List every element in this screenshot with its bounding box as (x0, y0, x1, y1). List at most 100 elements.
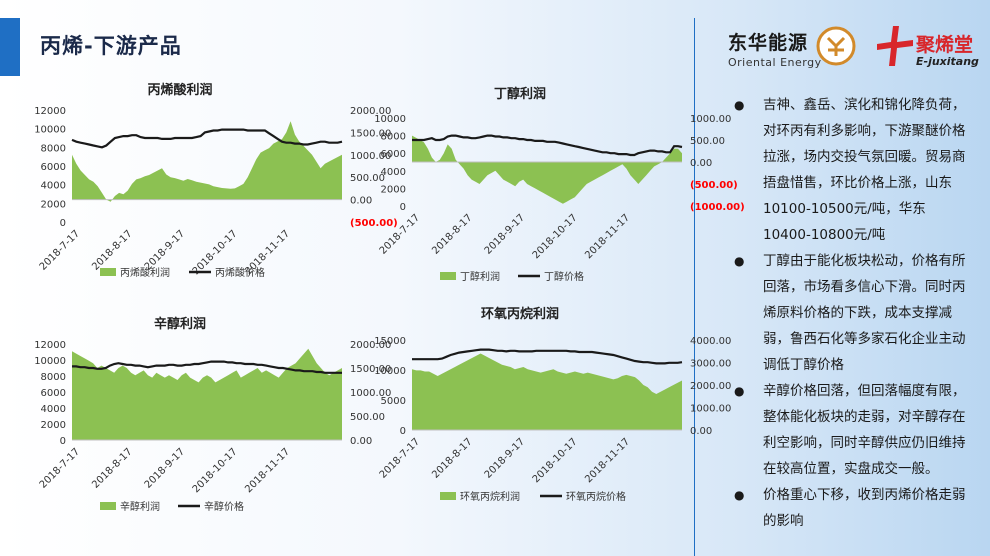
logo-right-en: E-juxitang (916, 55, 979, 68)
y-left-tick-label: 10000 (374, 366, 406, 377)
chart-title: 丁醇利润 (494, 86, 546, 102)
y-left-tick-label: 4000 (381, 167, 406, 178)
chart-title: 丙烯酸利润 (147, 82, 212, 98)
y-left-tick-label: 0 (400, 202, 406, 213)
y-right-tick-label: 500.00 (350, 412, 385, 423)
y-right-tick-label: 0.00 (690, 426, 712, 437)
x-tick-label: 2018-7-17 (378, 212, 422, 256)
y-left-tick-label: 0 (400, 426, 406, 437)
y-left-tick-label: 5000 (381, 396, 406, 407)
title-accent-bar (0, 18, 20, 76)
y-left-tick-label: 8000 (41, 143, 66, 154)
legend-line-label: 环氧丙烷价格 (566, 490, 626, 503)
y-right-tick-label: 1000.00 (350, 151, 391, 162)
y-left-tick-label: 6000 (381, 149, 406, 160)
y-left-tick-label: 12000 (34, 340, 66, 351)
propylene-oxide-profit-chart: 环氧丙烷利润 15000 10000 5000 0 4000.00 3000.00 2000.… (350, 300, 731, 512)
legend-area-label: 环氧丙烷利润 (460, 490, 520, 503)
price-line-series (72, 360, 342, 374)
butanol-profit-chart: 丁醇利润 10000 8000 6000 4000 2000 0 1000.00 500.00 0… (350, 80, 745, 292)
commentary-list: 吉神、鑫岳、滨化和锦化降负荷，对环丙有利多影响，下游聚醚价格拉涨，场内交投气氛回… (728, 92, 973, 534)
legend-area-label: 丙烯酸利润 (120, 266, 170, 279)
y-left-tick-label: 10000 (374, 114, 406, 125)
y-right-tick-label: 2000.00 (350, 106, 391, 117)
legend-line-label: 丙烯酸价格 (215, 266, 265, 279)
y-left-tick-label: 2000 (41, 420, 66, 431)
page-title: 丙烯-下游产品 (40, 34, 182, 58)
profit-area-series (72, 121, 342, 202)
chart-svg: 环氧丙烷利润 15000 10000 5000 0 4000.00 3000.00 2000.… (374, 306, 731, 503)
y-left-tick-label: 8000 (41, 372, 66, 383)
profit-area-series (412, 135, 682, 204)
x-tick-label: 2018-8-17 (430, 436, 474, 480)
x-tick-label: 2018-10-17 (531, 212, 580, 261)
y-left-tick-label: 12000 (34, 106, 66, 117)
y-right-tick-label: 1000.00 (690, 114, 731, 125)
legend-area-swatch (100, 268, 116, 276)
profit-area-series (72, 348, 342, 440)
y-right-tick-label: (500.00) (350, 218, 398, 229)
y-right-tick-label: (500.00) (690, 180, 738, 191)
x-tick-label: 2018-9-17 (143, 228, 187, 272)
y-left-tick-label: 0 (60, 436, 66, 447)
logo-left-en: Oriental Energy (728, 56, 822, 69)
y-left-tick-label: 15000 (374, 336, 406, 347)
legend-area-label: 辛醇利润 (120, 500, 160, 513)
x-tick-label: 2018-9-17 (483, 436, 527, 480)
y-left-tick-label: 10000 (34, 356, 66, 367)
bullet-item: 吉神、鑫岳、滨化和锦化降负荷，对环丙有利多影响，下游聚醚价格拉涨，场内交投气氛回… (728, 92, 973, 248)
oriental-energy-logo: 东华能源 Oriental Energy (728, 28, 822, 69)
y-right-tick-label: 500.00 (350, 173, 385, 184)
y-right-tick-label: 0.00 (350, 196, 372, 207)
y-right-tick-label: 1500.00 (350, 128, 391, 139)
chart-title: 环氧丙烷利润 (481, 306, 559, 322)
y-left-tick-label: 10000 (34, 125, 66, 136)
y-right-tick-label: 2000.00 (690, 381, 731, 392)
x-tick-label: 2018-10-17 (191, 446, 240, 495)
oriental-energy-emblem-icon (816, 26, 856, 66)
bullet-item: 辛醇价格回落，但回落幅度有限，整体能化板块的走弱，对辛醇存在利空影响，同时辛醇供… (728, 378, 973, 482)
price-line-series (412, 134, 683, 157)
chart-svg: 辛醇利润 12000 10000 8000 6000 4000 2000 0 2000.00 15… (34, 316, 391, 513)
price-line-series (412, 348, 683, 365)
y-right-tick-label: 0.00 (690, 158, 712, 169)
x-tick-label: 2018-8-17 (90, 228, 134, 272)
price-line-series (71, 128, 343, 149)
y-left-tick-label: 8000 (381, 132, 406, 143)
y-left-tick-label: 4000 (41, 181, 66, 192)
chart-svg: 丁醇利润 10000 8000 6000 4000 2000 0 1000.00 500.00 0… (374, 86, 745, 283)
y-left-tick-label: 0 (60, 218, 66, 229)
legend-line-label: 丁醇价格 (544, 270, 584, 283)
y-left-tick-label: 6000 (41, 388, 66, 399)
y-right-tick-label: 1500.00 (350, 364, 391, 375)
x-tick-label: 2018-7-17 (38, 228, 82, 272)
x-tick-label: 2018-7-17 (38, 446, 82, 490)
legend-line-label: 辛醇价格 (204, 500, 244, 513)
logo-right-cn: 聚烯堂 (916, 34, 974, 56)
x-tick-label: 2018-11-17 (243, 446, 292, 495)
y-left-tick-label: 6000 (41, 162, 66, 173)
y-right-tick-label: 0.00 (350, 436, 372, 447)
y-right-tick-label: (1000.00) (690, 202, 745, 213)
y-right-tick-label: 3000.00 (690, 359, 731, 370)
legend-area-swatch (100, 502, 116, 510)
x-tick-label: 2018-8-17 (90, 446, 134, 490)
x-tick-label: 2018-11-17 (583, 212, 632, 261)
x-tick-label: 2018-9-17 (483, 212, 527, 256)
chart-svg: 丙烯酸利润 12000 10000 8000 6000 4000 2000 0 2000.00 1… (34, 82, 398, 279)
octanol-profit-chart: 辛醇利润 12000 10000 8000 6000 4000 2000 0 2000.00 15… (10, 310, 391, 522)
bullet-item: 价格重心下移，收到丙烯价格走弱的影响 (728, 482, 973, 534)
y-left-tick-label: 2000 (381, 184, 406, 195)
legend-area-swatch (440, 272, 456, 280)
x-tick-label: 2018-10-17 (531, 436, 580, 485)
legend-area-label: 丁醇利润 (460, 270, 500, 283)
x-tick-label: 2018-11-17 (583, 436, 632, 485)
acrylic-acid-profit-chart: 丙烯酸利润 12000 10000 8000 6000 4000 2000 0 2000.00 1… (10, 76, 398, 288)
bullet-item: 丁醇由于能化板块松动，价格有所回落，市场看多信心下滑。同时丙烯原料价格的下跌，成… (728, 248, 973, 378)
y-left-tick-label: 2000 (41, 199, 66, 210)
x-tick-label: 2018-9-17 (143, 446, 187, 490)
juxitang-emblem-icon (877, 26, 913, 66)
y-right-tick-label: 1000.00 (350, 388, 391, 399)
profit-area-series (412, 353, 682, 430)
x-tick-label: 2018-7-17 (378, 436, 422, 480)
